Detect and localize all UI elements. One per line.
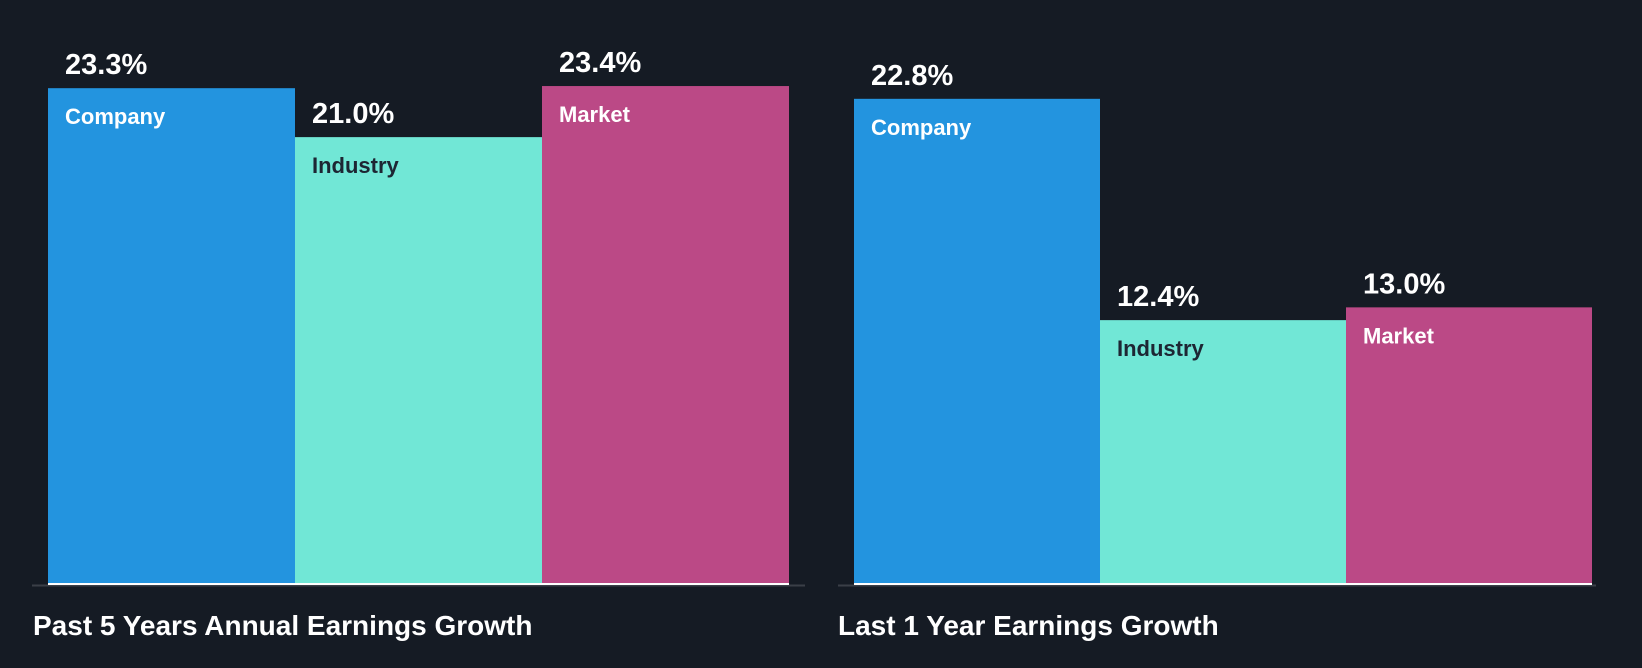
bar-market bbox=[1346, 307, 1592, 584]
value-label-market: 23.4% bbox=[559, 47, 641, 79]
chart-title: Past 5 Years Annual Earnings Growth bbox=[33, 610, 533, 641]
bar-company bbox=[48, 88, 295, 585]
value-label-market: 13.0% bbox=[1363, 268, 1445, 300]
category-label-market: Market bbox=[559, 102, 631, 127]
category-label-industry: Industry bbox=[312, 153, 400, 178]
bar-baseline bbox=[295, 583, 542, 585]
value-label-industry: 21.0% bbox=[312, 98, 394, 130]
category-label-company: Company bbox=[871, 115, 972, 140]
bar-market bbox=[542, 86, 789, 584]
chart-panel-2: 22.8% Company 12.4% Industry 13.0% Market Last… bbox=[838, 60, 1596, 641]
bar-baseline bbox=[1346, 583, 1592, 585]
value-label-company: 23.3% bbox=[65, 49, 147, 81]
category-label-company: Company bbox=[65, 104, 166, 129]
value-label-company: 22.8% bbox=[871, 60, 953, 92]
chart-title: Last 1 Year Earnings Growth bbox=[838, 610, 1219, 641]
bar-baseline bbox=[542, 583, 789, 585]
bar-industry bbox=[295, 137, 542, 584]
chart-panel-1: 23.3% Company 21.0% Industry 23.4% Market Past… bbox=[32, 47, 805, 641]
category-label-market: Market bbox=[1363, 323, 1435, 348]
bar-industry bbox=[1100, 320, 1346, 584]
bar-baseline bbox=[854, 583, 1100, 585]
value-label-industry: 12.4% bbox=[1117, 281, 1199, 313]
bar-baseline bbox=[48, 583, 295, 585]
bar-baseline bbox=[1100, 583, 1346, 585]
category-label-industry: Industry bbox=[1117, 336, 1205, 361]
bar-company bbox=[854, 98, 1100, 584]
